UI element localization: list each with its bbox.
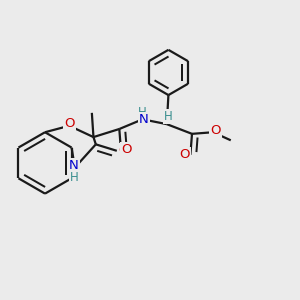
Text: H: H <box>164 110 172 123</box>
Text: N: N <box>139 113 149 126</box>
Text: H: H <box>70 171 78 184</box>
Text: O: O <box>210 124 221 137</box>
Text: O: O <box>179 148 190 161</box>
Text: H: H <box>137 106 146 119</box>
Text: O: O <box>122 143 132 156</box>
Text: N: N <box>69 159 79 172</box>
Text: O: O <box>64 117 74 130</box>
Text: O: O <box>119 144 129 157</box>
